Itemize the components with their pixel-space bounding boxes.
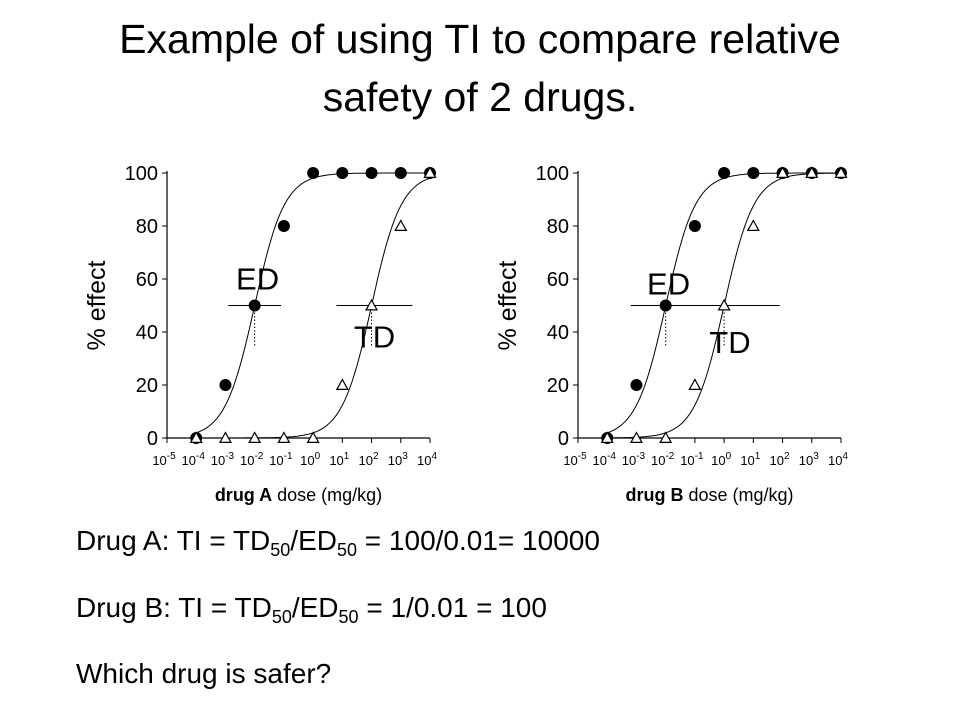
x-tick-label: 10-2 — [240, 451, 264, 468]
y-tick-label: 100 — [536, 163, 569, 185]
ed-data-point — [307, 167, 320, 179]
ed-curve — [196, 172, 430, 434]
td-data-point — [423, 166, 437, 178]
x-tick-label: 101 — [740, 451, 760, 468]
ed-data-point — [718, 167, 731, 179]
ed-data-point — [688, 220, 701, 232]
td-data-point — [277, 431, 291, 443]
x-tick-label: 104 — [828, 451, 848, 468]
x-tick-label: 10-4 — [593, 451, 617, 468]
x-tick-label: 10-1 — [269, 451, 293, 468]
x-tick-label: 10-3 — [622, 451, 646, 468]
y-tick-label: 0 — [147, 428, 158, 450]
eq-a-suffix: = 100/0.01= 10000 — [357, 525, 600, 556]
question-text: Which drug is safer? — [76, 658, 332, 689]
x-tick-label: 10-1 — [680, 451, 704, 468]
x-tick-label: 103 — [388, 451, 408, 468]
title-line-1: Example of using TI to compare relative — [119, 16, 841, 62]
td-data-point — [776, 166, 790, 178]
eq-a-sub-ed: 50 — [336, 540, 358, 560]
slide-title: Example of using TI to compare relative … — [0, 10, 960, 126]
x-tick-label: 100 — [711, 451, 731, 468]
eq-a-sub-td: 50 — [270, 540, 291, 560]
ed-data-point — [630, 379, 643, 391]
drug-a-chart: 0 20 40 60 80 100 10-5 10-4 10-3 10-2 10-1 100 101 10… — [83, 163, 437, 505]
y-tick-label: 40 — [547, 322, 569, 344]
td-label: TD — [354, 320, 395, 355]
y-tick-label: 40 — [136, 322, 158, 344]
td-data-point — [629, 431, 643, 443]
ed-data-point — [659, 299, 672, 312]
x-tick-label: 102 — [770, 451, 790, 468]
td-data-point — [659, 431, 673, 443]
x-tick-label: 10-3 — [211, 451, 235, 468]
x-tick-label: 103 — [799, 451, 819, 468]
y-tick-label: 80 — [547, 216, 569, 238]
td-data-point — [394, 219, 408, 232]
x-tick-label: 102 — [359, 451, 379, 468]
td-data-point — [717, 298, 731, 311]
eq-b-mid: /ED — [291, 592, 339, 623]
eq-a-mid: /ED — [290, 525, 337, 556]
td-data-point — [189, 431, 203, 443]
eq-b-suffix: = 1/0.01 = 100 — [358, 592, 547, 623]
ed-data-point — [336, 167, 349, 179]
eq-b-prefix: Drug B: TI = TD — [76, 592, 272, 623]
eq-b-sub-td: 50 — [271, 607, 292, 627]
td-data-point — [306, 431, 320, 443]
y-tick-label: 60 — [136, 269, 158, 291]
eq-a-prefix: Drug A: TI = TD — [76, 525, 271, 556]
equation-drug-a: Drug A: TI = TD50/ED50 = 100/0.01= 10000 — [76, 525, 600, 560]
td-data-point — [335, 378, 349, 390]
td-label: TD — [709, 325, 750, 360]
td-data-point — [365, 298, 379, 311]
td-data-point — [248, 431, 262, 443]
y-tick-label: 80 — [136, 216, 158, 238]
ed-data-point — [747, 167, 760, 179]
td-data-point — [746, 219, 760, 232]
ed-data-point — [277, 220, 290, 232]
y-tick-label: 100 — [125, 163, 158, 185]
ed-data-point — [365, 167, 378, 179]
drug-b-chart: 0 20 40 60 80 100 10-5 10-4 10-3 10-2 10-1 100 101 10… — [494, 163, 848, 505]
y-tick-label: 60 — [547, 269, 569, 291]
x-axis-label: drug B dose (mg/kg) — [625, 485, 793, 505]
ed-data-point — [248, 299, 261, 312]
x-tick-label: 104 — [417, 451, 437, 468]
ed-data-point — [394, 167, 407, 179]
td-data-point — [218, 431, 232, 443]
x-tick-label: 10-4 — [182, 451, 206, 468]
y-axis-label: % effect — [494, 261, 522, 351]
equation-drug-b: Drug B: TI = TD50/ED50 = 1/0.01 = 100 — [76, 592, 547, 627]
title-line-2: safety of 2 drugs. — [322, 74, 638, 120]
td-data-point — [834, 166, 848, 178]
x-tick-label: 101 — [329, 451, 349, 468]
ed-label: ED — [236, 261, 279, 296]
td-data-point — [805, 166, 819, 178]
y-tick-label: 20 — [136, 375, 158, 397]
y-tick-label: 0 — [558, 428, 569, 450]
td-curve — [196, 177, 431, 439]
eq-b-sub-ed: 50 — [338, 607, 359, 627]
y-axis-label: % effect — [83, 261, 111, 351]
x-tick-label: 10-2 — [651, 451, 675, 468]
x-tick-label: 100 — [300, 451, 320, 468]
y-tick-label: 20 — [547, 375, 569, 397]
x-axis-label: drug A dose (mg/kg) — [215, 485, 382, 505]
td-data-point — [688, 378, 702, 390]
x-tick-label: 10-5 — [152, 451, 176, 468]
ed-label: ED — [647, 267, 690, 302]
x-tick-label: 10-5 — [563, 451, 587, 468]
td-data-point — [600, 431, 614, 443]
ed-data-point — [219, 379, 232, 391]
